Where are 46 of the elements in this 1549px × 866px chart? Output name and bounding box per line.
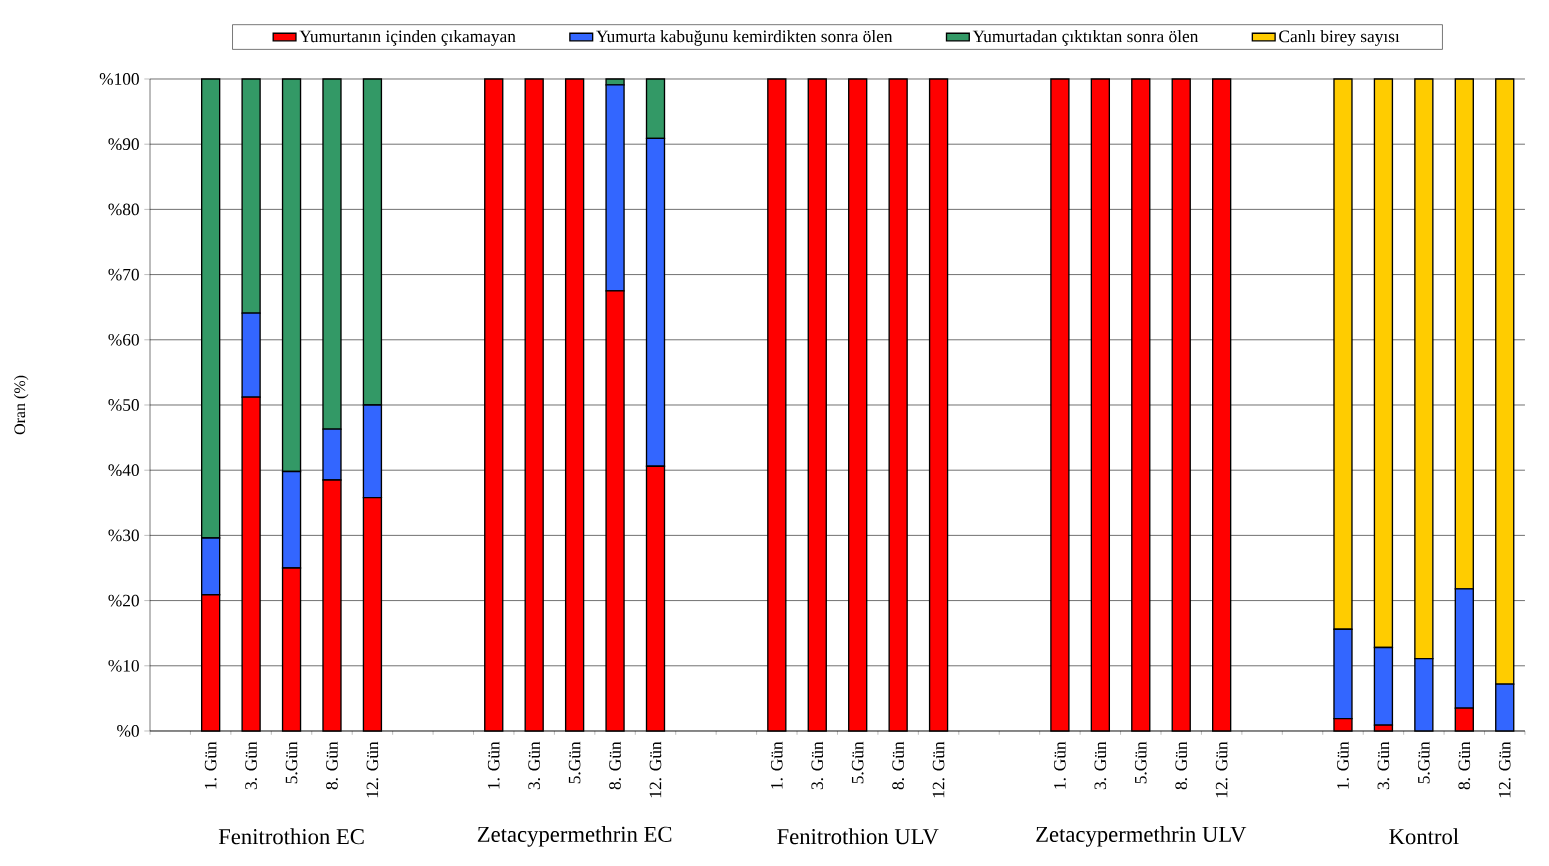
y-tick-label: %40	[108, 464, 139, 477]
legend-label: Yumurtanın içinden çıkamayan	[299, 30, 516, 46]
y-tick-label: %20	[108, 594, 139, 607]
y-tick-label: %70	[108, 268, 139, 281]
x-tick-label: 5.Gün	[1134, 741, 1147, 784]
text: Zetacypermethrin ULV	[1036, 826, 1247, 847]
x-tick-label: 8. Gün	[1175, 741, 1188, 790]
x-tick-label: 12. Gün	[1215, 741, 1228, 798]
y-tick-label: %80	[108, 203, 139, 216]
x-tick-label: 8. Gün	[326, 741, 338, 790]
y-axis-title: Oran (%)	[13, 375, 29, 435]
x-tick-label: 12. Gün	[1498, 741, 1511, 798]
x-tick-label: 3. Gün	[1094, 741, 1107, 790]
x-tick-label: 5.Gün	[1418, 741, 1430, 784]
x-tick-label: 1. Gün	[1337, 741, 1349, 789]
x-tick-label: 12. Gün	[932, 741, 945, 798]
legend-label: Yumurtadan çıktıktan sonra ölen	[972, 30, 1199, 46]
text: Zetacypermethrin EC	[477, 826, 672, 847]
legend-label: Yumurta kabuğunu kemirdikten sonra ölen	[596, 30, 893, 46]
x-tick-label: 5.Gün	[568, 741, 581, 784]
text: Kontrol	[1389, 828, 1459, 845]
x-tick-label: 1. Gün	[204, 741, 217, 789]
text: Fenitrothion EC	[218, 828, 364, 845]
x-tick-label: 12. Gün	[649, 741, 662, 798]
y-tick-label: %10	[108, 659, 139, 672]
x-tick-label: 8. Gün	[892, 741, 905, 790]
y-tick-label: %90	[108, 138, 139, 151]
x-tick-label: 5.Gün	[851, 741, 864, 784]
y-tick-label: %60	[108, 333, 139, 346]
x-tick-label: 8. Gün	[609, 741, 621, 790]
legend-label: Canlı birey sayısı	[1279, 30, 1400, 46]
x-tick-label: 3. Gün	[1377, 741, 1390, 790]
y-tick-label: %100	[99, 73, 139, 85]
x-tick-label: 5.Gün	[285, 741, 298, 784]
y-tick-label: %0	[117, 725, 139, 737]
x-tick-label: 8. Gün	[1458, 741, 1471, 790]
y-tick-label: %50	[108, 399, 139, 411]
x-tick-label: 3. Gün	[528, 741, 541, 790]
x-tick-label: 3. Gün	[811, 741, 824, 790]
x-tick-label: 1. Gün	[770, 741, 783, 789]
text: Fenitrothion ULV	[777, 828, 939, 845]
x-tick-label: 3. Gün	[245, 741, 257, 790]
x-tick-label: 1. Gün	[487, 741, 500, 789]
x-tick-label: 1. Gün	[1054, 741, 1066, 789]
y-tick-label: %30	[108, 529, 139, 542]
x-tick-label: 12. Gün	[366, 741, 379, 798]
